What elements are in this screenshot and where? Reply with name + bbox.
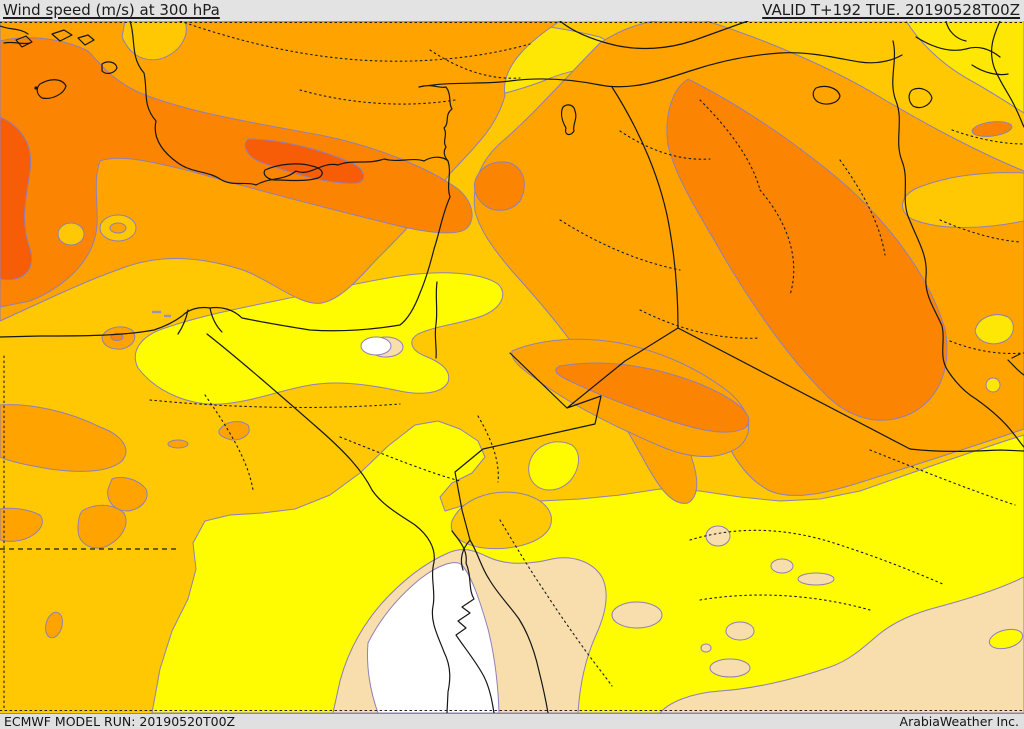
yellow-lens-in-cream <box>988 628 1024 650</box>
wind-speed-map <box>0 18 1024 714</box>
black-sea-coast <box>559 20 749 50</box>
dark-lens-east <box>971 121 1013 137</box>
dotted-iraq-1 <box>759 189 795 296</box>
orange-blob-c <box>107 476 148 512</box>
turkey-south-border <box>418 52 903 162</box>
gold-blob-region <box>450 491 552 550</box>
cream-blob-6 <box>709 658 751 678</box>
jordan-river-dead-sea <box>434 281 438 359</box>
country-borders-and-coastlines <box>0 20 1024 714</box>
jordan-dark-lens <box>555 362 750 433</box>
white-lens-region <box>360 336 392 356</box>
iran-iraq-border <box>892 40 1024 448</box>
syria-iraq-border <box>611 86 679 329</box>
lake-van <box>812 85 841 105</box>
dotted-egypt-1 <box>149 399 401 409</box>
dotted-turkey-3 <box>429 49 521 79</box>
model-run-label: ECMWF MODEL RUN: 20190520T00Z <box>4 714 236 729</box>
dotted-iran-2 <box>951 129 1024 145</box>
orange-drop <box>45 611 63 639</box>
dotted-jordan <box>639 309 761 339</box>
cream-ellipse-east <box>611 601 663 629</box>
header-bar: Wind speed (m/s) at 300 hPa VALID T+192 … <box>0 0 1024 21</box>
nw-dark-core <box>0 37 473 308</box>
gold-hole-1 <box>57 222 85 246</box>
iraq-saudi-border <box>677 327 1024 452</box>
nw-deep-core-west <box>0 116 32 281</box>
gold-tongue-east <box>902 172 1024 228</box>
footer-bar: ECMWF MODEL RUN: 20190520T00Z ArabiaWeat… <box>0 713 1024 729</box>
contour-map-canvas <box>0 18 1024 714</box>
orange-inner-spot <box>109 222 127 234</box>
nile-delta-lines <box>177 307 223 335</box>
dotted-iran-1 <box>939 219 1021 243</box>
cream-blob-3 <box>797 572 835 586</box>
dotted-saudi-1 <box>689 529 946 586</box>
yellow-dot-east <box>985 377 1001 393</box>
yellow-blob-east <box>974 314 1014 345</box>
red-sea-west-coast <box>451 530 495 714</box>
cyprus-island <box>263 163 323 182</box>
contour-fill-regions <box>0 18 1024 714</box>
cream-blob-1 <box>705 525 731 547</box>
red-sea-east-coast <box>469 539 549 714</box>
island-dot <box>34 86 38 90</box>
caucasus-borders <box>915 20 1009 76</box>
small-lake-dashes <box>152 310 171 318</box>
attribution-label: ArabiaWeather Inc. <box>899 714 1019 729</box>
gulf-of-aqaba-line <box>460 539 471 571</box>
dotted-turkey-1 <box>179 20 531 62</box>
orange-blob-d <box>0 507 43 542</box>
dark-spot-g <box>110 333 124 341</box>
administrative-dotted-lines <box>0 20 1024 712</box>
map-title: Wind speed (m/s) at 300 hPa <box>3 1 220 19</box>
cream-blob-2 <box>770 558 794 574</box>
delta-yellow-region <box>134 272 504 405</box>
ne-dark-core <box>666 78 948 421</box>
gold-patch-top <box>121 20 187 61</box>
dotted-egypt-3 <box>339 436 461 482</box>
dotted-red-sea-east <box>499 519 613 687</box>
marmara-coast-wiggles <box>0 25 31 45</box>
caspian-coast <box>990 20 1024 128</box>
orange-blob-a <box>0 404 127 472</box>
orange-blob-e <box>77 504 127 549</box>
greek-islands <box>15 29 118 99</box>
dotted-syria <box>559 219 681 271</box>
orange-blob-h <box>218 421 250 441</box>
dark-blob-center <box>473 161 525 211</box>
persian-gulf-tip <box>1007 353 1024 376</box>
lake-urmia <box>908 87 933 109</box>
dotted-saudi-3 <box>699 594 871 611</box>
nw-deep-lens <box>244 138 365 184</box>
white-minimum-region <box>367 562 500 714</box>
dotted-saudi-2 <box>869 449 1016 506</box>
nile-river <box>206 333 451 714</box>
cream-blob-4 <box>725 621 755 641</box>
cream-blob-5 <box>700 643 712 653</box>
yellow-blob-region <box>528 441 579 491</box>
dotted-iraq-3 <box>839 159 886 256</box>
valid-time-label: VALID T+192 TUE. 20190528T00Z <box>762 1 1020 19</box>
jordan-saudi-border <box>454 327 679 541</box>
orange-blob-i <box>167 439 189 449</box>
dotted-turkey-4 <box>619 130 711 160</box>
lake-tuz <box>560 104 577 136</box>
se-cream-mass <box>659 576 1024 714</box>
